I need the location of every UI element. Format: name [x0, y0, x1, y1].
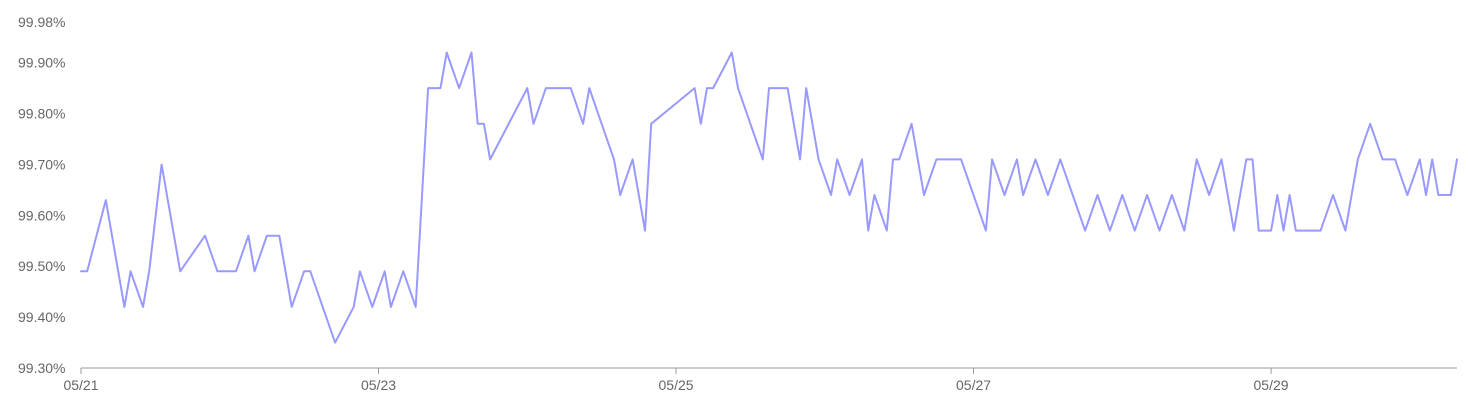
x-tick-label: 05/29 — [1254, 377, 1289, 393]
y-tick-label: 99.30% — [18, 360, 65, 376]
x-tick-label: 05/23 — [361, 377, 396, 393]
y-tick-label: 99.90% — [18, 55, 65, 71]
y-tick-label: 99.80% — [18, 106, 65, 122]
y-tick-label: 99.60% — [18, 207, 65, 223]
series-group — [80, 51, 1458, 344]
y-axis-labels: 99.30% 99.40% 99.50% 99.60% 99.70% 99.80% 99.9… — [18, 14, 65, 376]
y-tick-label: 99.40% — [18, 309, 65, 325]
series-line — [80, 51, 1458, 344]
x-tick-label: 05/25 — [659, 377, 694, 393]
x-tick-label: 05/27 — [956, 377, 991, 393]
x-axis-ticks: 05/21 05/23 05/25 05/27 05/29 — [63, 368, 1289, 393]
y-tick-label: 99.50% — [18, 258, 65, 274]
y-tick-label: 99.98% — [18, 14, 65, 30]
y-tick-label: 99.70% — [18, 156, 65, 172]
x-tick-label: 05/21 — [63, 377, 98, 393]
